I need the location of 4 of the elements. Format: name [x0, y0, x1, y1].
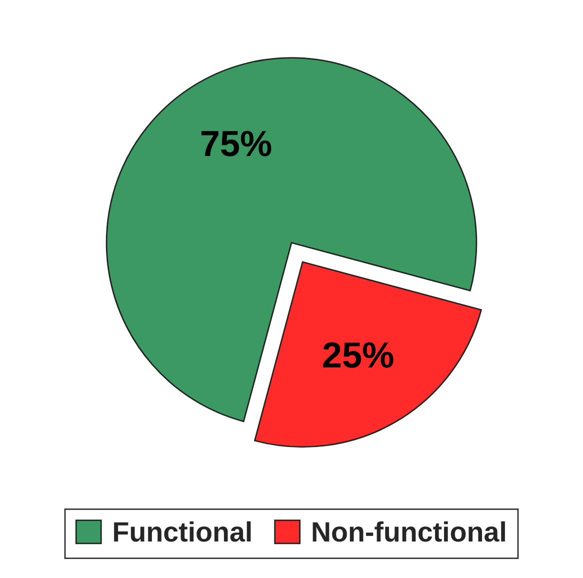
data-label: 25%: [323, 342, 394, 368]
data-label: 75%: [201, 130, 272, 156]
legend-label: Non-functional: [312, 521, 505, 542]
legend-label: Functional: [114, 521, 251, 542]
